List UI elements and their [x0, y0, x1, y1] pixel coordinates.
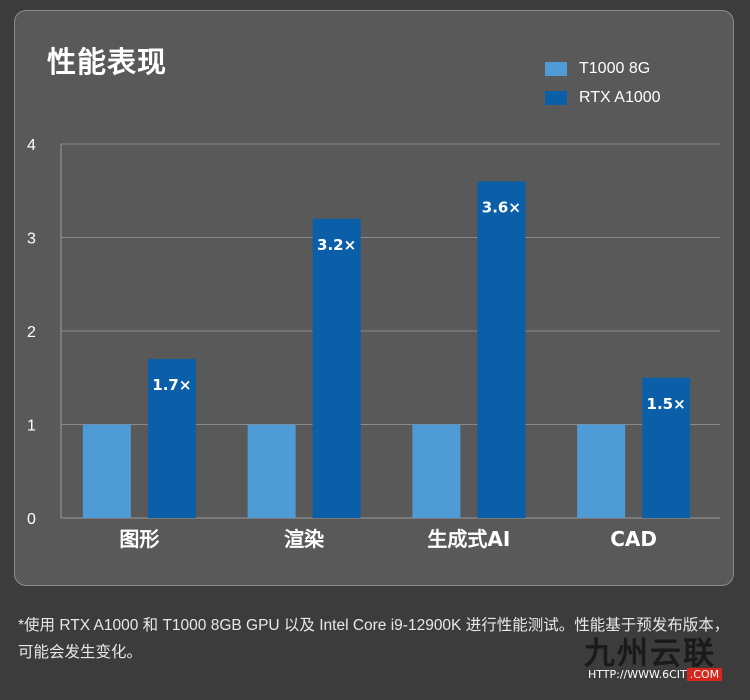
- x-tick-label: CAD: [610, 527, 657, 551]
- bar-t1000: [412, 424, 461, 518]
- bar-rtx-a1000: [477, 181, 526, 518]
- chart-title: 性能表现: [47, 47, 168, 79]
- y-tick-label: 4: [27, 137, 36, 154]
- legend-swatch-t1000: [545, 62, 567, 76]
- chart-card: 性能表现 T1000 8G RTX A1000: [14, 10, 734, 586]
- watermark-logo: 九州云联 HTTP://WWW.6CIT .COM: [584, 628, 744, 688]
- bar-t1000: [247, 424, 296, 518]
- bar-data-label: 1.7×: [152, 376, 191, 394]
- bar-t1000: [82, 424, 131, 518]
- bar-data-label: 3.6×: [482, 198, 521, 216]
- watermark-url-prefix: HTTP://WWW.6CIT: [588, 668, 687, 681]
- watermark-url-suffix: .COM: [686, 668, 723, 681]
- bar-rtx-a1000: [147, 359, 196, 518]
- watermark-name: 九州云联: [584, 636, 716, 672]
- legend-item-t1000: T1000 8G: [545, 59, 661, 79]
- legend-label-rtx-a1000: RTX A1000: [579, 89, 661, 106]
- bar-t1000: [577, 424, 626, 518]
- x-tick-label: 生成式AI: [427, 527, 510, 551]
- y-tick-label: 1: [27, 418, 36, 435]
- footnote: *使用 RTX A1000 和 T1000 8GB GPU 以及 Intel C…: [18, 617, 730, 661]
- chart-legend: T1000 8G RTX A1000: [545, 59, 661, 117]
- legend-label-t1000: T1000 8G: [579, 60, 651, 77]
- x-tick-label: 渲染: [284, 527, 325, 551]
- y-tick-label: 0: [27, 511, 36, 528]
- watermark-url: HTTP://WWW.6CIT .COM: [588, 668, 723, 681]
- x-tick-label: 图形: [119, 527, 159, 551]
- bar-data-label: 1.5×: [647, 395, 686, 413]
- legend-swatch-rtx-a1000: [545, 91, 567, 105]
- y-tick-label: 3: [27, 231, 36, 248]
- y-tick-label: 2: [27, 324, 36, 341]
- legend-item-rtx-a1000: RTX A1000: [545, 88, 661, 108]
- bar-rtx-a1000: [312, 218, 361, 519]
- bar-rtx-a1000: [642, 377, 691, 518]
- bar-data-label: 3.2×: [317, 236, 356, 254]
